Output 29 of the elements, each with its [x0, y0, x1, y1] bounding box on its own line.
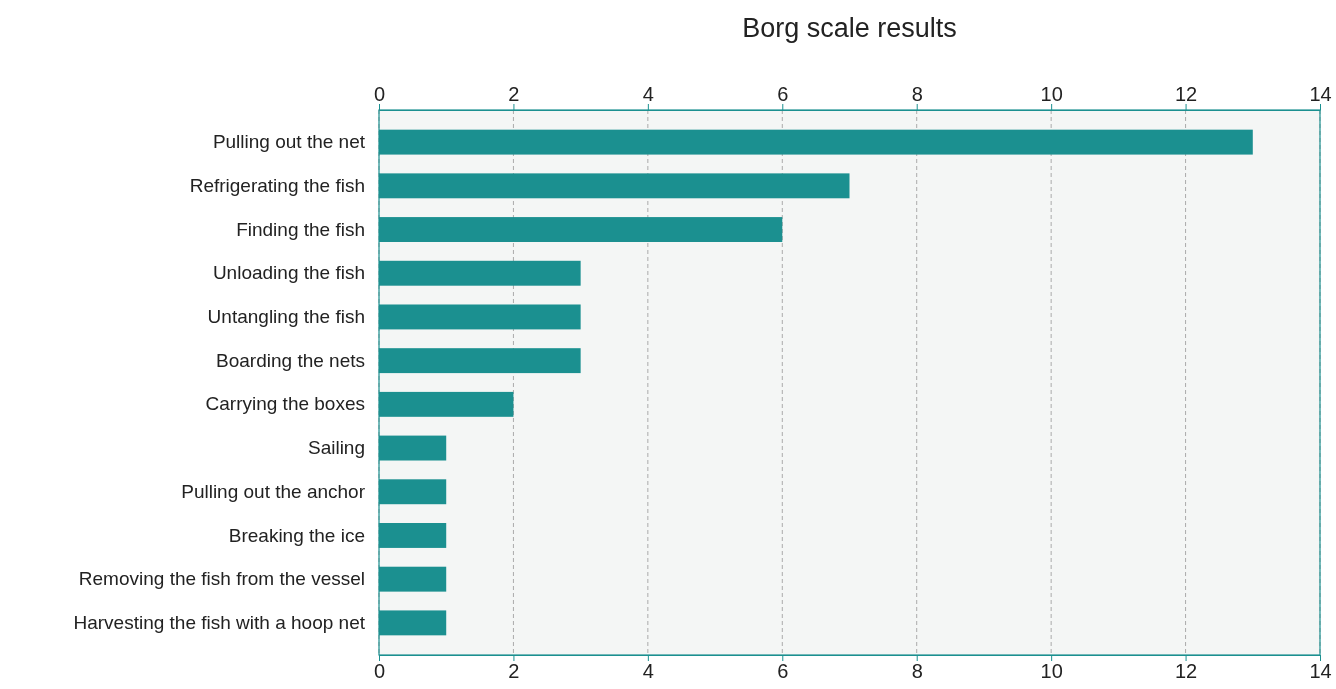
y-tick-label: Refrigerating the fish [189, 174, 365, 196]
x-tick-label: 0 [373, 83, 386, 105]
x-tick-label: 6 [777, 83, 789, 105]
x-tick-label: 10 [1040, 83, 1063, 105]
x-tick-label: 2 [508, 83, 520, 105]
y-tick-label: Unloading the fish [212, 262, 365, 284]
x2-tick-label: 0 [373, 660, 386, 683]
y-tick-label: Carrying the boxes [205, 393, 365, 415]
x2-tick-label: 12 [1174, 660, 1198, 683]
x2-tick-label: 8 [911, 660, 923, 683]
y-tick-label: Pulling out the net [212, 131, 366, 153]
y-tick-label: Breaking the ice [228, 524, 365, 546]
x-tick-label: 8 [911, 83, 923, 105]
x2-tick-label: 6 [777, 660, 789, 683]
x-tick-label: 4 [642, 83, 654, 105]
y-tick-label: Harvesting the fish with a hoop net [73, 611, 366, 633]
x2-tick-label: 4 [642, 660, 654, 683]
y-tick-label: Sailing [307, 437, 365, 459]
x-tick-label: 12 [1174, 83, 1198, 105]
x2-tick-label: 2 [508, 660, 520, 683]
y-tick-label: Untangling the fish [207, 306, 365, 328]
x2-tick-label: 14 [1309, 660, 1332, 683]
y-tick-label: Finding the fish [236, 218, 365, 240]
y-tick-label: Pulling out the anchor [181, 480, 366, 502]
y-tick-label: Boarding the nets [216, 349, 365, 371]
y-tick-label: Removing the fish from the vessel [78, 568, 365, 590]
chart-title: Borg scale results [742, 13, 957, 43]
x-tick-label: 14 [1309, 83, 1332, 105]
x2-tick-label: 10 [1040, 660, 1063, 683]
